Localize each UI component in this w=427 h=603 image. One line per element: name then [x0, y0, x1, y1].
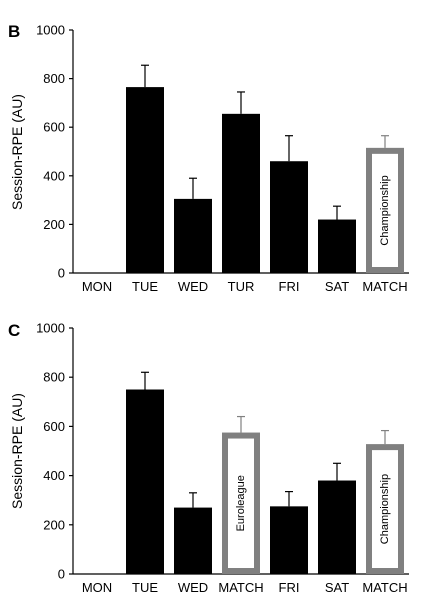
- y-tick-label: 1000: [36, 321, 65, 336]
- bar: [174, 507, 212, 574]
- panel-c-chart: C Session-RPE (AU) 0 200 400 600 800 1000 MON T…: [8, 321, 409, 595]
- bar: [318, 219, 356, 273]
- x-tick-label: WED: [178, 580, 208, 595]
- y-tick-label: 200: [43, 517, 65, 532]
- x-tick-label: MON: [82, 580, 112, 595]
- panel-letter: B: [8, 22, 20, 41]
- match-bar: [366, 444, 404, 574]
- bar: [126, 389, 164, 574]
- x-tick-label: TUR: [228, 279, 255, 294]
- x-tick-label: SAT: [325, 580, 349, 595]
- bar: [174, 198, 212, 273]
- x-tick-label: MATCH: [218, 580, 263, 595]
- bar-annotation: Championship: [379, 474, 391, 544]
- x-tick-label: FRI: [279, 279, 300, 294]
- y-tick-label: 1000: [36, 23, 65, 38]
- bar: [318, 480, 356, 574]
- y-axis-label: Session-RPE (AU): [9, 393, 25, 509]
- x-tick-label: TUE: [132, 279, 158, 294]
- y-tick-label: 600: [43, 120, 65, 135]
- x-tick-label: WED: [178, 279, 208, 294]
- match-bar: [366, 147, 404, 273]
- bar: [270, 506, 308, 574]
- x-tick-label: TUE: [132, 580, 158, 595]
- y-tick-label: 400: [43, 168, 65, 183]
- bar: [222, 113, 260, 274]
- bar: [126, 87, 164, 273]
- y-tick-label: 400: [43, 468, 65, 483]
- bar-annotation: Euroleague: [235, 475, 247, 531]
- match-bar: [222, 432, 260, 574]
- y-tick-label: 600: [43, 419, 65, 434]
- x-tick-label: FRI: [279, 580, 300, 595]
- y-tick-label: 800: [43, 370, 65, 385]
- y-tick-label: 200: [43, 217, 65, 232]
- x-tick-label: MON: [82, 279, 112, 294]
- panel-letter: C: [8, 321, 20, 340]
- x-tick-label: MATCH: [362, 580, 407, 595]
- y-axis-label: Session-RPE (AU): [9, 94, 25, 210]
- x-tick-label: SAT: [325, 279, 349, 294]
- y-tick-label: 800: [43, 71, 65, 86]
- y-tick-label: 0: [58, 567, 65, 582]
- panel-b-chart: B Session-RPE (AU) 0 200 400 600 800 1000 MON T…: [8, 22, 409, 294]
- bar-annotation: Championship: [379, 175, 391, 245]
- x-tick-label: MATCH: [362, 279, 407, 294]
- y-tick-label: 0: [58, 266, 65, 281]
- bar: [270, 161, 308, 273]
